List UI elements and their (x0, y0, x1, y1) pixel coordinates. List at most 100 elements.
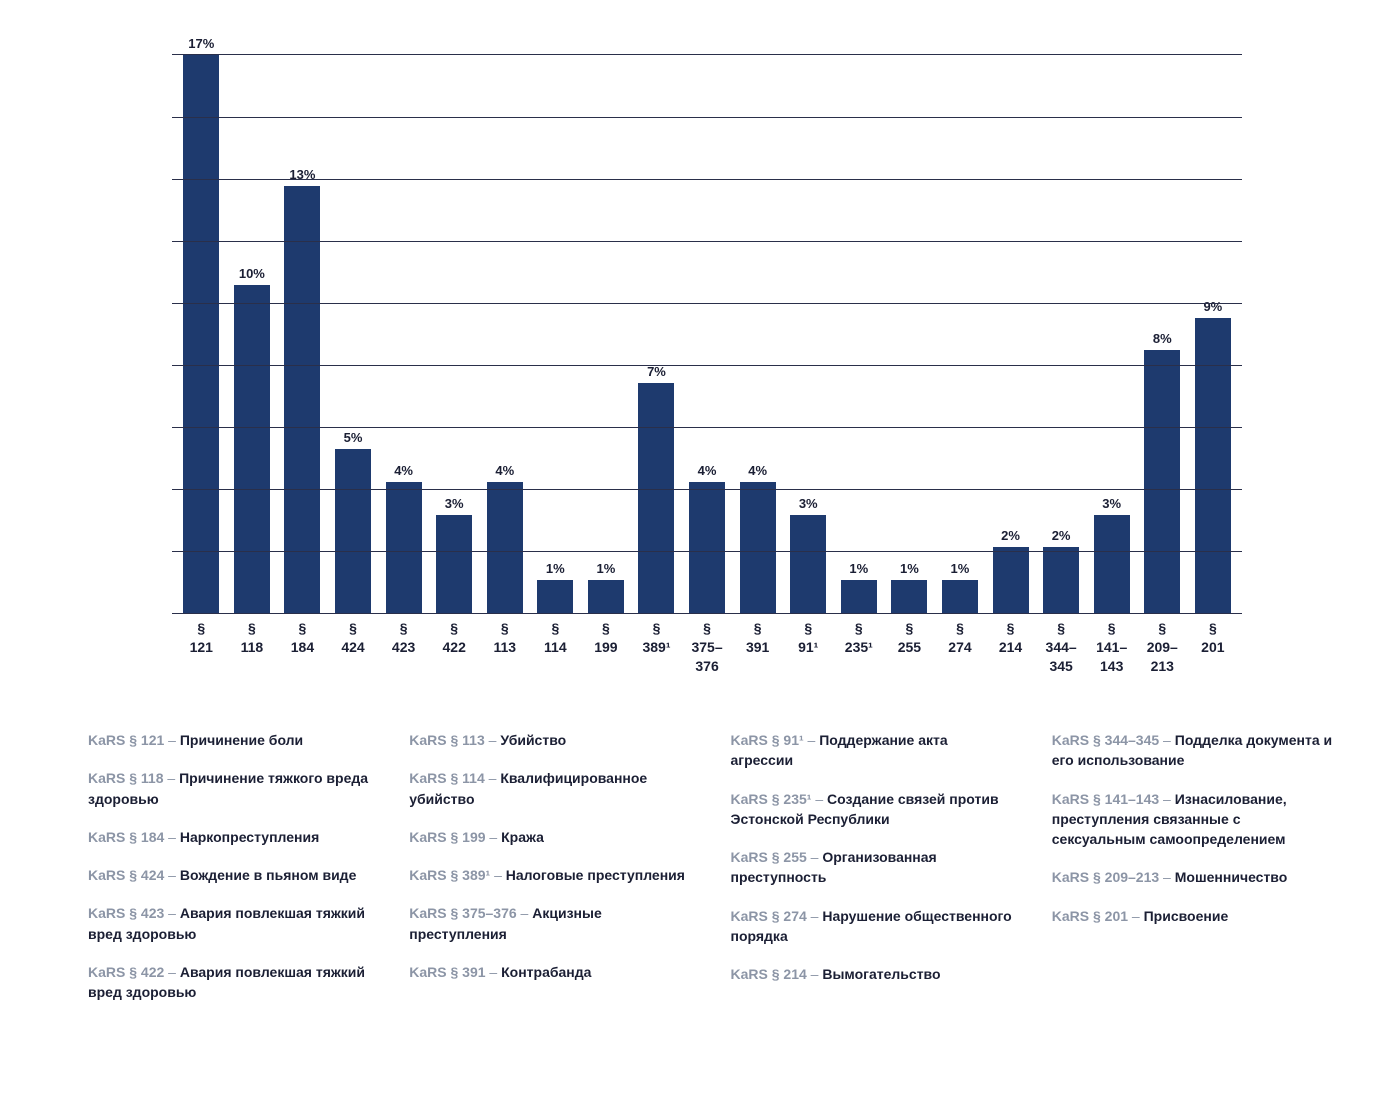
legend-code: KaRS § 114 (409, 770, 485, 786)
bar (1195, 318, 1231, 613)
legend-separator: – (804, 732, 820, 748)
x-axis-label-bottom: 141–143 (1086, 638, 1137, 676)
x-axis-label-top: § (1086, 619, 1137, 638)
legend-code: KaRS § 113 (409, 732, 485, 748)
bar (1043, 547, 1079, 613)
legend-item: KaRS § 375–376 – Акцизные преступления (409, 903, 690, 944)
legend-code: KaRS § 121 (88, 732, 164, 748)
x-axis-label: §91¹ (783, 619, 834, 676)
gridline (172, 427, 1242, 428)
bar-slot: 13% (277, 55, 328, 613)
legend-item: KaRS § 391 – Контрабанда (409, 962, 690, 982)
bar-slot: 5% (328, 55, 379, 613)
x-axis-label-bottom: 389¹ (631, 638, 682, 657)
gridline (172, 117, 1242, 118)
x-axis-label-bottom: 274 (935, 638, 986, 657)
x-axis-label: §391 (732, 619, 783, 676)
legend-separator: – (485, 770, 501, 786)
legend-description: Наркопреступления (180, 829, 319, 845)
legend-item: KaRS § 209–213 – Мошенничество (1052, 867, 1333, 887)
bar-value-label: 3% (445, 496, 464, 511)
legend-column: KaRS § 113 – УбийствоKaRS § 114 – Квалиф… (409, 730, 690, 1003)
bar-value-label: 4% (748, 463, 767, 478)
bar-slot: 4% (732, 55, 783, 613)
bar-slot: 4% (682, 55, 733, 613)
bar (436, 515, 472, 613)
legend-item: KaRS § 201 – Присвоение (1052, 906, 1333, 926)
legend-separator: – (486, 829, 502, 845)
legend: KaRS § 121 – Причинение болиKaRS § 118 –… (88, 730, 1333, 1003)
bar-value-label: 2% (1001, 528, 1020, 543)
x-axis-label-bottom: 235¹ (834, 638, 885, 657)
bar-slot: 9% (1188, 55, 1239, 613)
x-axis-label-top: § (227, 619, 278, 638)
gridline (172, 179, 1242, 180)
bar (740, 482, 776, 613)
legend-separator: – (164, 905, 180, 921)
bar-value-label: 7% (647, 364, 666, 379)
x-axis-label: §389¹ (631, 619, 682, 676)
x-axis-labels: §121§118§184§424§423§422§113§114§199§389… (172, 613, 1242, 676)
legend-separator: – (1159, 791, 1175, 807)
bar-slot: 1% (581, 55, 632, 613)
legend-code: KaRS § 184 (88, 829, 164, 845)
x-axis-label: §201 (1188, 619, 1239, 676)
x-axis-label-bottom: 424 (328, 638, 379, 657)
legend-code: KaRS § 391 (409, 964, 485, 980)
legend-code: KaRS § 423 (88, 905, 164, 921)
legend-item: KaRS § 91¹ – Поддержание акта агрессии (731, 730, 1012, 771)
x-axis-label-bottom: 113 (479, 638, 530, 657)
legend-separator: – (517, 905, 533, 921)
bar (487, 482, 523, 613)
legend-item: KaRS § 141–143 – Изнасилование, преступл… (1052, 789, 1333, 850)
bar-slot: 1% (935, 55, 986, 613)
legend-separator: – (807, 849, 823, 865)
legend-separator: – (164, 732, 180, 748)
legend-item: KaRS § 344–345 – Подделка документа и ег… (1052, 730, 1333, 771)
legend-item: KaRS § 214 – Вымогательство (731, 964, 1012, 984)
bar-chart: 17%10%13%5%4%3%4%1%1%7%4%4%3%1%1%1%2%2%3… (172, 54, 1242, 614)
legend-code: KaRS § 389¹ (409, 867, 490, 883)
legend-item: KaRS § 199 – Кража (409, 827, 690, 847)
bar-value-label: 1% (900, 561, 919, 576)
x-axis-label-top: § (378, 619, 429, 638)
legend-separator: – (164, 829, 180, 845)
x-axis-label: §274 (935, 619, 986, 676)
x-axis-label: §184 (277, 619, 328, 676)
legend-code: KaRS § 141–143 (1052, 791, 1159, 807)
bar-value-label: 13% (289, 167, 315, 182)
bar-value-label: 4% (698, 463, 717, 478)
bar-slot: 3% (1086, 55, 1137, 613)
legend-item: KaRS § 184 – Наркопреступления (88, 827, 369, 847)
legend-code: KaRS § 91¹ (731, 732, 804, 748)
bar-value-label: 1% (849, 561, 868, 576)
x-axis-label-top: § (479, 619, 530, 638)
bar-slot: 10% (227, 55, 278, 613)
legend-item: KaRS § 118 – Причинение тяжкого вреда зд… (88, 768, 369, 809)
legend-code: KaRS § 209–213 (1052, 869, 1159, 885)
bar-value-label: 3% (1102, 496, 1121, 511)
bar (1094, 515, 1130, 613)
x-axis-label: §344–345 (1036, 619, 1087, 676)
x-axis-label: §214 (985, 619, 1036, 676)
legend-item: KaRS § 113 – Убийство (409, 730, 690, 750)
legend-code: KaRS § 118 (88, 770, 164, 786)
legend-item: KaRS § 255 – Организованная преступность (731, 847, 1012, 888)
x-axis-label-bottom: 184 (277, 638, 328, 657)
x-axis-label-bottom: 114 (530, 638, 581, 657)
bar-value-label: 2% (1052, 528, 1071, 543)
bar-slot: 1% (884, 55, 935, 613)
x-axis-label-top: § (1036, 619, 1087, 638)
plot-area: 17%10%13%5%4%3%4%1%1%7%4%4%3%1%1%1%2%2%3… (172, 54, 1242, 614)
legend-code: KaRS § 201 (1052, 908, 1128, 924)
bar-value-label: 10% (239, 266, 265, 281)
bar-slot: 4% (479, 55, 530, 613)
legend-code: KaRS § 424 (88, 867, 164, 883)
gridline (172, 241, 1242, 242)
legend-separator: – (485, 732, 501, 748)
x-axis-label-bottom: 214 (985, 638, 1036, 657)
bar (335, 449, 371, 613)
x-axis-label: §118 (227, 619, 278, 676)
x-axis-label-bottom: 344–345 (1036, 638, 1087, 676)
bar-slot: 7% (631, 55, 682, 613)
